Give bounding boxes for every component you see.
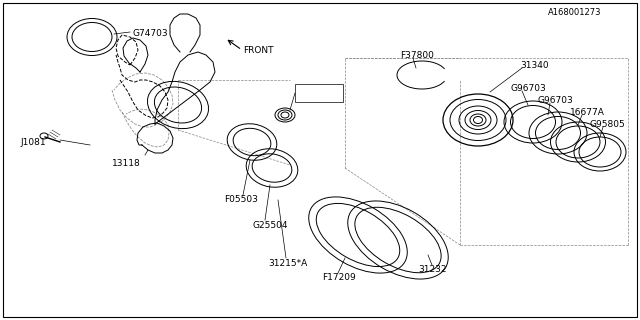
- Text: F37800: F37800: [400, 51, 434, 60]
- Text: 31340: 31340: [520, 60, 548, 69]
- Text: 31215*B: 31215*B: [300, 89, 339, 98]
- Text: G74703: G74703: [132, 28, 168, 37]
- Text: 16677A: 16677A: [570, 108, 605, 116]
- Text: FRONT: FRONT: [243, 45, 273, 54]
- Text: F17209: F17209: [322, 274, 356, 283]
- Text: A168001273: A168001273: [548, 7, 602, 17]
- Text: G96703: G96703: [510, 84, 546, 92]
- Text: 13118: 13118: [112, 158, 141, 167]
- Text: G95805: G95805: [590, 119, 626, 129]
- Text: J1081: J1081: [20, 138, 45, 147]
- Text: 31232: 31232: [418, 266, 447, 275]
- Bar: [295, 84, 343, 102]
- Text: 31215*A: 31215*A: [268, 259, 307, 268]
- Text: G96703: G96703: [538, 95, 573, 105]
- Text: G25504: G25504: [252, 220, 287, 229]
- Text: F05503: F05503: [224, 196, 258, 204]
